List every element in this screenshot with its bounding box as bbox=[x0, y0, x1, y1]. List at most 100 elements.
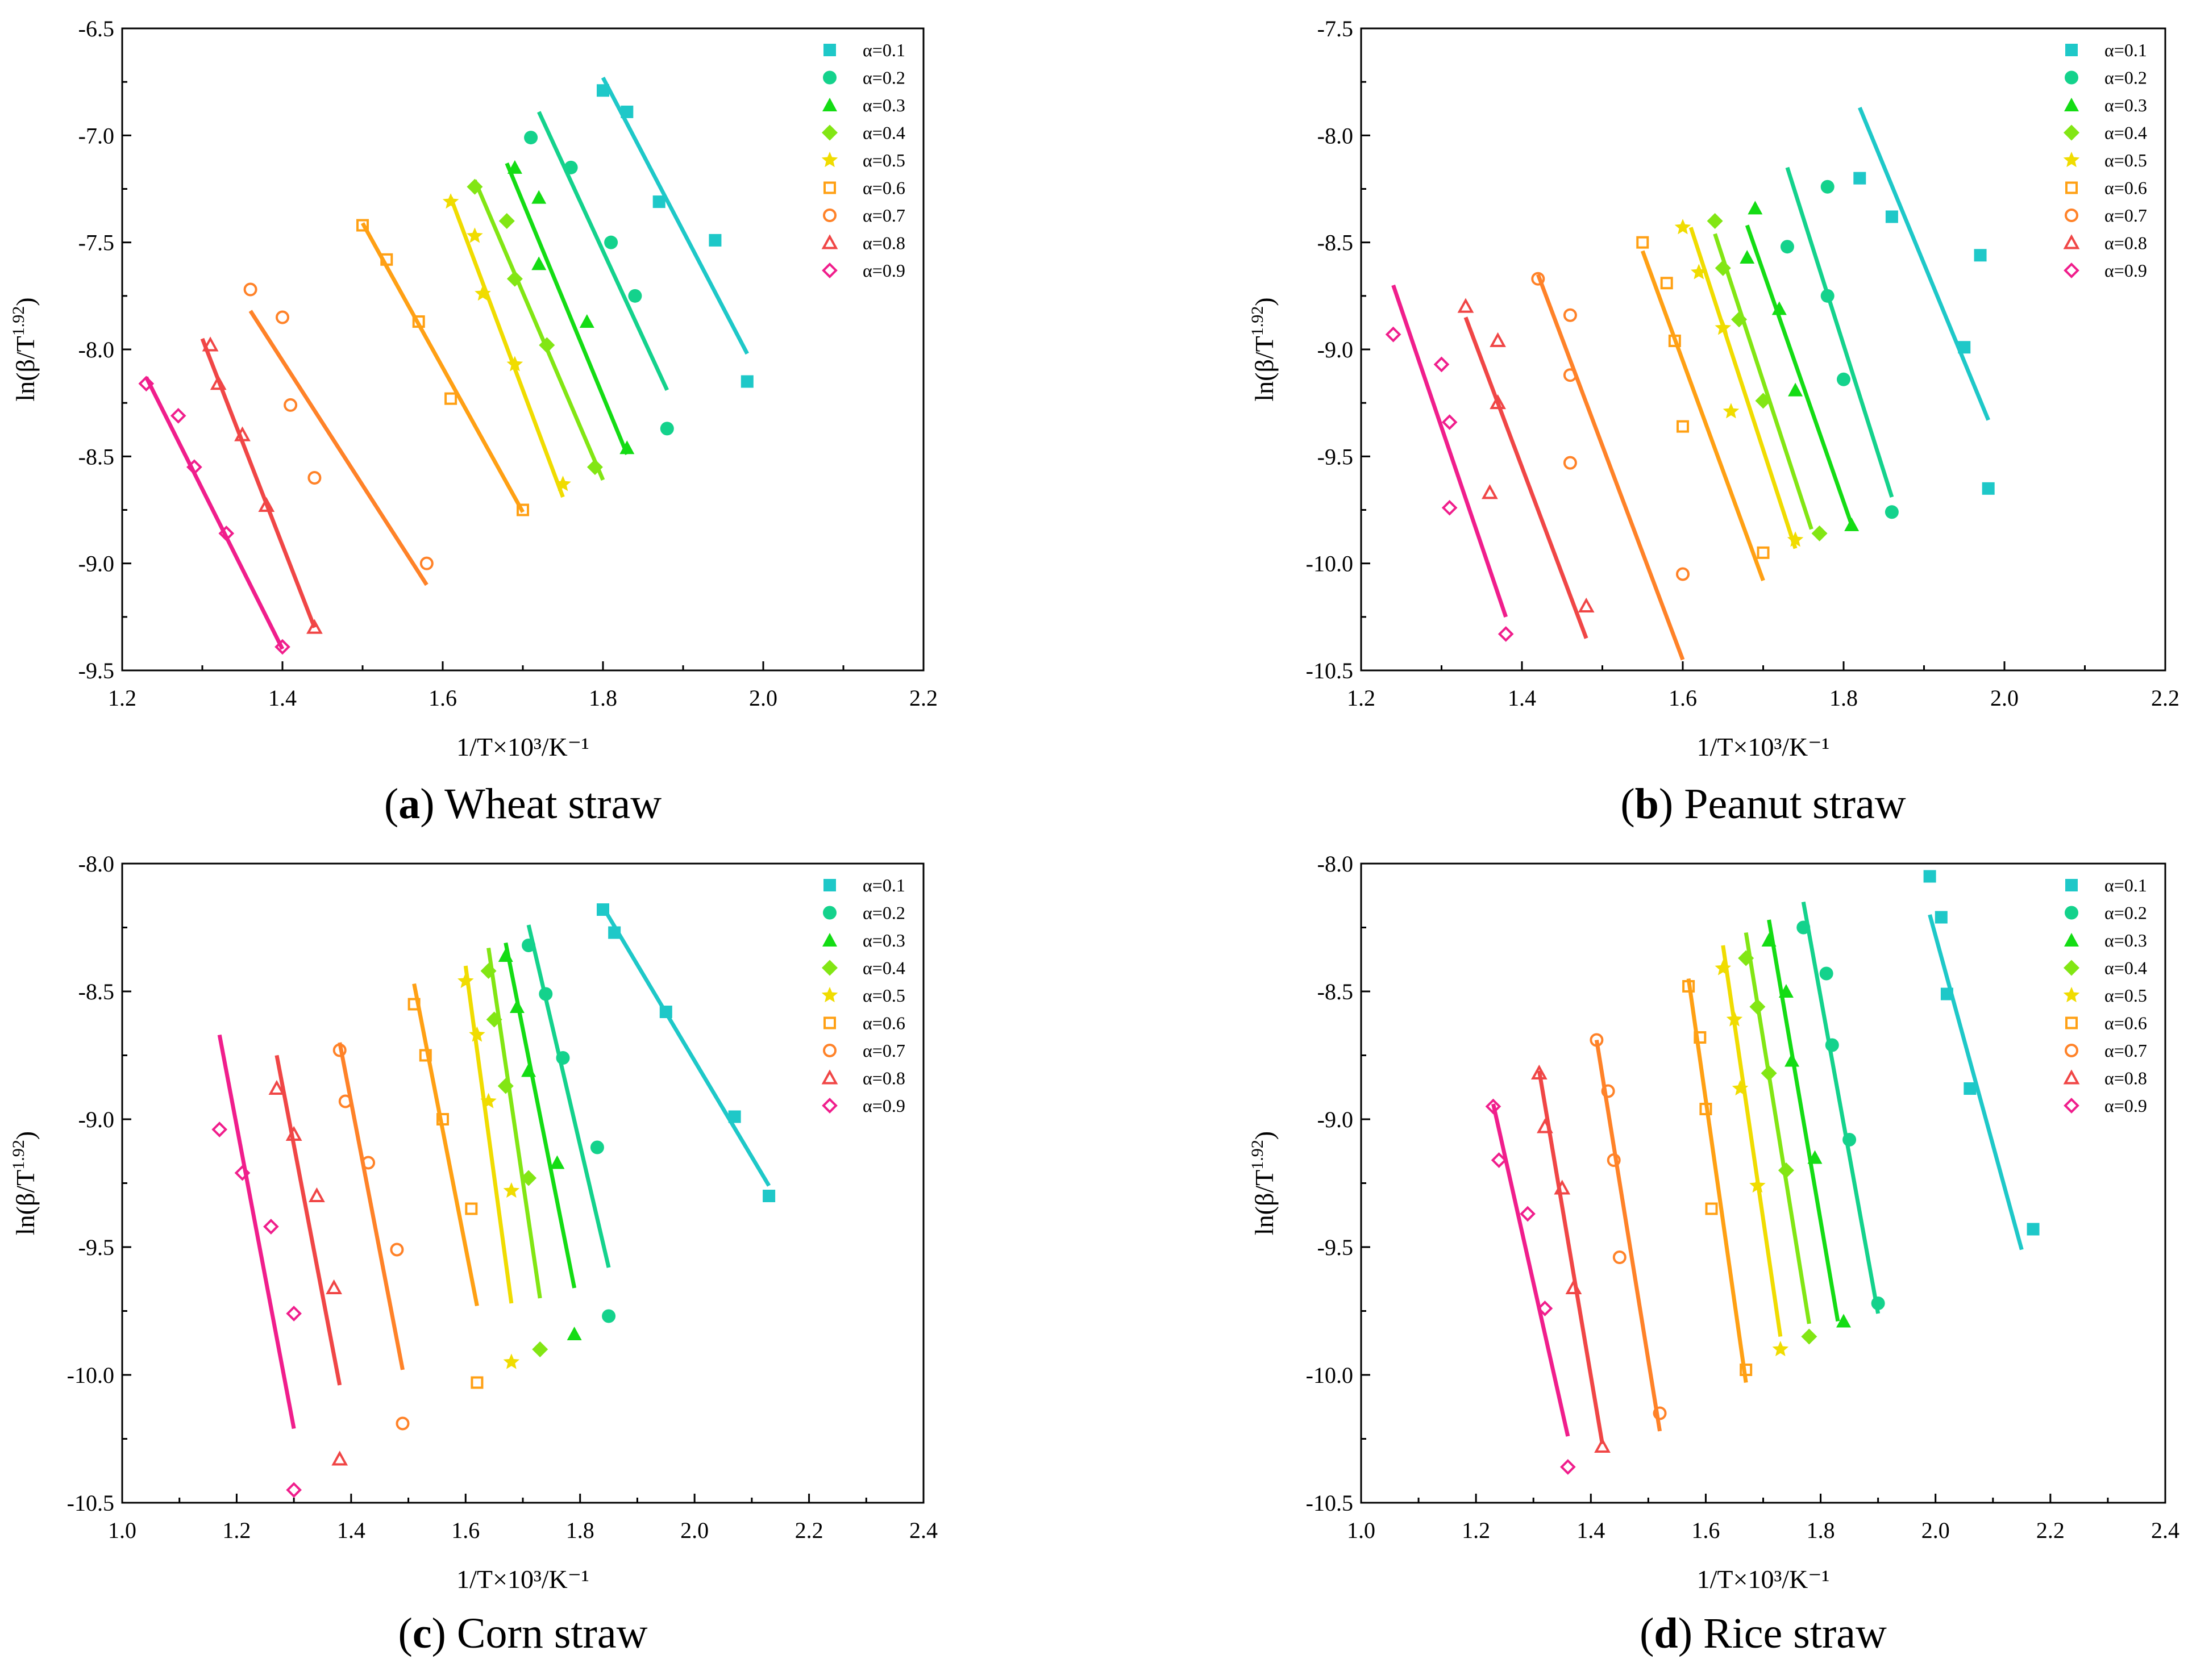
legend-marker bbox=[823, 70, 837, 85]
x-tick-label: 1.2 bbox=[1347, 685, 1375, 711]
data-point bbox=[1755, 393, 1771, 409]
data-point bbox=[407, 998, 421, 1011]
data-point bbox=[1563, 456, 1577, 470]
data-point bbox=[1677, 420, 1689, 433]
fit-line bbox=[274, 1054, 342, 1386]
panel-caption: (c) Corn straw bbox=[398, 1610, 648, 1657]
x-tick-label: 2.2 bbox=[909, 685, 938, 711]
panel-caption: (d) Rice straw bbox=[1640, 1610, 1887, 1657]
data-point bbox=[728, 1110, 741, 1123]
data-point bbox=[1731, 311, 1748, 328]
data-point bbox=[1780, 240, 1794, 254]
data-point bbox=[284, 398, 298, 412]
fit-line bbox=[1785, 166, 1894, 498]
data-point bbox=[243, 282, 257, 297]
y-tick-label: -8.0 bbox=[1317, 123, 1353, 148]
y-tick-label: -8.5 bbox=[78, 979, 114, 1004]
data-point bbox=[503, 1353, 520, 1369]
data-point bbox=[1441, 499, 1458, 516]
chart-panel-a: 1.2 1.4 1.6 1.8 2.0 2.2 -6.5 -7.0 -7.5 -8.0 -8.5 -9… bbox=[9, 16, 938, 828]
data-point bbox=[444, 392, 457, 405]
legend-marker bbox=[822, 960, 838, 976]
data-point bbox=[480, 963, 497, 979]
legend-entry: α=0.7 bbox=[2104, 205, 2147, 226]
data-point bbox=[1761, 1065, 1777, 1081]
data-point bbox=[497, 1078, 514, 1094]
data-point bbox=[1490, 332, 1506, 347]
data-point bbox=[498, 213, 515, 229]
data-point bbox=[307, 471, 322, 485]
data-point bbox=[509, 999, 525, 1013]
fit-line bbox=[1640, 250, 1765, 582]
legend-marker bbox=[821, 987, 838, 1003]
data-point bbox=[524, 131, 538, 145]
data-point bbox=[1748, 201, 1763, 215]
x-tick-label: 1.6 bbox=[1691, 1518, 1720, 1543]
data-point bbox=[506, 356, 523, 372]
data-point bbox=[442, 193, 459, 209]
data-point bbox=[356, 219, 369, 232]
legend-marker bbox=[2065, 181, 2078, 194]
data-point bbox=[1457, 298, 1474, 313]
x-tick-label: 1.2 bbox=[222, 1518, 251, 1543]
data-point bbox=[285, 1125, 302, 1141]
data-point bbox=[475, 285, 491, 301]
legend-entry: α=0.2 bbox=[863, 68, 905, 88]
data-point bbox=[555, 476, 571, 491]
legend-entry: α=0.2 bbox=[2104, 903, 2147, 923]
x-tick-label: 2.0 bbox=[680, 1518, 709, 1543]
legend-marker bbox=[822, 124, 838, 141]
fit-line bbox=[360, 222, 525, 513]
legend-entry: α=0.3 bbox=[863, 95, 905, 115]
chart-panel-b: 1.2 1.4 1.6 1.8 2.0 2.2 -7.5 -8.0 -8.5 -9.0 -9.5 -1… bbox=[1248, 16, 2179, 828]
legend-marker bbox=[2065, 879, 2078, 891]
data-point bbox=[1837, 372, 1850, 386]
data-point bbox=[390, 1243, 404, 1257]
data-point bbox=[1732, 1080, 1749, 1096]
data-point bbox=[522, 939, 536, 952]
fit-line bbox=[1744, 932, 1811, 1324]
fit-line bbox=[1688, 227, 1798, 549]
data-point bbox=[1749, 999, 1766, 1015]
fit-line bbox=[601, 906, 771, 1187]
data-point bbox=[1694, 1031, 1707, 1044]
data-point bbox=[507, 160, 522, 174]
data-point bbox=[608, 926, 621, 939]
legend-marker bbox=[821, 234, 838, 249]
legend-entry: α=0.4 bbox=[2104, 123, 2147, 143]
x-tick-label: 2.0 bbox=[749, 685, 777, 711]
plot-frame bbox=[1360, 27, 2166, 672]
legend-entry: α=0.2 bbox=[2104, 68, 2147, 88]
x-tick-label: 1.8 bbox=[1807, 1518, 1835, 1543]
data-point bbox=[1726, 1011, 1743, 1027]
x-tick-label: 1.4 bbox=[337, 1518, 365, 1543]
data-point bbox=[471, 1376, 484, 1389]
data-point bbox=[619, 440, 635, 455]
legend-entry: α=0.8 bbox=[863, 1068, 905, 1089]
x-tick-label: 1.4 bbox=[268, 685, 297, 711]
data-point bbox=[286, 1306, 302, 1322]
data-point bbox=[1964, 1082, 1977, 1095]
y-tick-label: -9.5 bbox=[78, 1235, 114, 1260]
data-point bbox=[659, 1006, 672, 1018]
data-point bbox=[709, 234, 722, 247]
legend-marker bbox=[823, 209, 837, 222]
legend-entry: α=0.3 bbox=[2104, 95, 2147, 115]
data-point bbox=[1871, 1297, 1885, 1310]
y-tick-label: -9.5 bbox=[1317, 1235, 1353, 1260]
data-point bbox=[419, 556, 434, 570]
legend-entry: α=0.1 bbox=[863, 875, 905, 895]
legend-entry: α=0.5 bbox=[2104, 150, 2147, 170]
data-point bbox=[1740, 250, 1755, 264]
data-point bbox=[604, 235, 618, 249]
legend-entry: α=0.8 bbox=[2104, 1068, 2147, 1089]
y-axis-label: ln(β/T1.92) bbox=[1248, 1131, 1279, 1235]
data-point bbox=[1738, 950, 1754, 966]
legend-entry: α=0.5 bbox=[863, 150, 905, 170]
y-tick-label: -8.0 bbox=[78, 851, 114, 877]
data-point bbox=[590, 1140, 604, 1154]
fit-line bbox=[1745, 224, 1854, 526]
legend-marker bbox=[2063, 987, 2080, 1003]
data-point bbox=[486, 1011, 502, 1028]
